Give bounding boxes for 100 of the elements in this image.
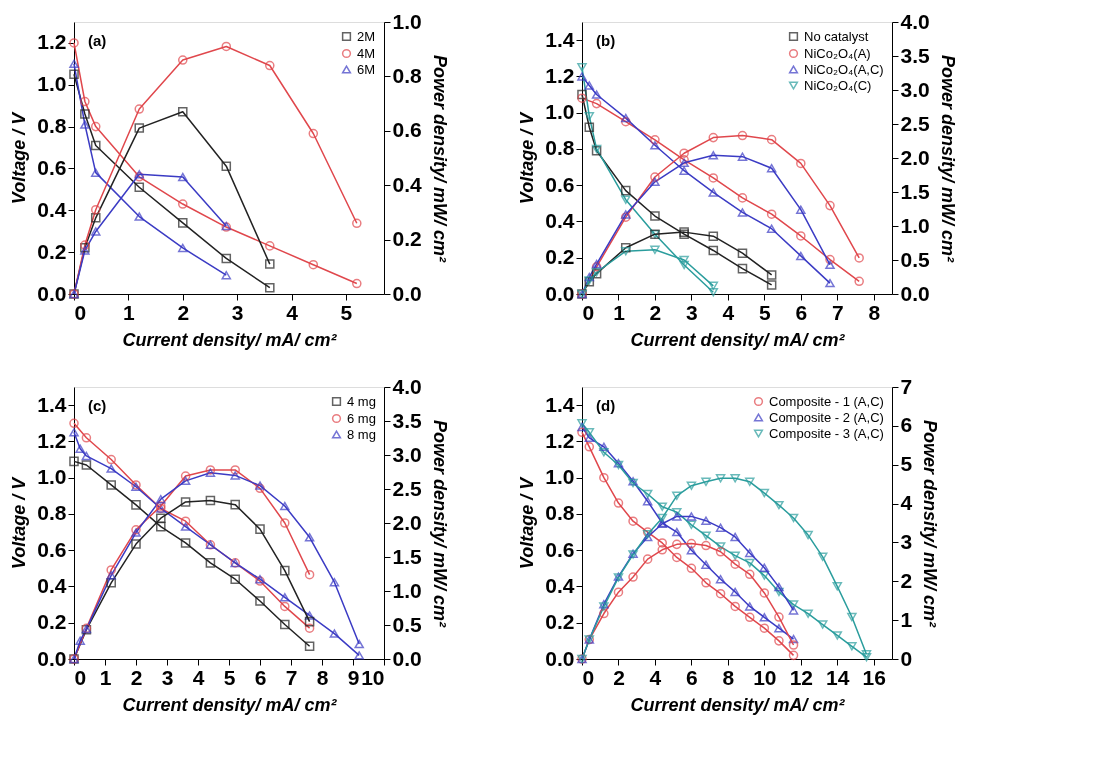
point	[708, 151, 719, 160]
y2-tick-label: 5	[900, 452, 913, 476]
legend-label: Composite - 2 (A,C)	[769, 409, 884, 425]
y2-tick-label: 1	[900, 607, 913, 631]
point	[230, 499, 240, 510]
point	[766, 224, 777, 233]
point	[796, 205, 806, 214]
point	[613, 498, 624, 508]
point	[861, 652, 872, 662]
point	[715, 474, 726, 483]
point	[304, 641, 315, 652]
x-tick-label: 2	[177, 300, 190, 324]
y-tick-label: 0.8	[37, 114, 67, 138]
x-tick-label: 1	[613, 300, 626, 324]
x-tick-label: 2	[649, 300, 662, 324]
point	[759, 613, 770, 622]
point	[81, 451, 92, 461]
y-tick-label: 0.6	[545, 172, 575, 196]
point	[686, 512, 697, 521]
point	[715, 574, 726, 584]
x-tick-label: 12	[789, 665, 813, 689]
point	[847, 642, 857, 651]
point	[825, 278, 835, 288]
y2-tick-label: 1.0	[392, 9, 422, 33]
y-tick-label: 0.8	[545, 501, 575, 525]
annotation: (d)	[596, 397, 616, 414]
point	[686, 563, 697, 574]
point	[81, 460, 92, 470]
y-tick-label: 1.2	[545, 428, 575, 452]
point	[730, 551, 740, 560]
point	[620, 242, 631, 253]
point	[796, 158, 806, 169]
point	[657, 538, 668, 548]
point	[730, 474, 740, 483]
point	[796, 231, 806, 241]
point	[737, 152, 748, 161]
point	[131, 539, 141, 549]
point	[788, 606, 799, 615]
x-tick-label: 6	[795, 300, 808, 324]
legend-label: 2M	[357, 28, 376, 44]
point	[255, 596, 265, 606]
point	[817, 552, 828, 562]
y2-tick-label: 3.0	[900, 77, 930, 101]
point	[599, 472, 609, 483]
point	[80, 120, 90, 129]
point	[744, 548, 755, 558]
point	[156, 494, 166, 504]
point	[90, 121, 101, 132]
point	[715, 588, 726, 599]
point	[744, 612, 755, 623]
legend-label: No catalyst	[804, 28, 869, 44]
y-tick-label: 0.6	[545, 537, 575, 561]
legend-label: NiCo₂O₄(A)	[804, 45, 871, 61]
x-tick-label: 7	[285, 665, 298, 689]
point	[650, 135, 660, 145]
point	[205, 558, 216, 568]
point	[106, 565, 116, 575]
point	[304, 611, 315, 620]
point	[774, 587, 784, 597]
x-tick-label: 6	[254, 665, 267, 689]
point	[730, 601, 740, 612]
point	[134, 104, 145, 114]
point	[650, 172, 660, 182]
x-tick-label: 0	[582, 665, 595, 689]
point	[642, 554, 653, 564]
y2-tick-label: 0.5	[900, 247, 931, 271]
x-tick-label: 2	[130, 665, 143, 689]
point	[280, 565, 290, 576]
y2-tick-label: 2	[900, 568, 913, 592]
point	[584, 122, 595, 132]
x-tick-label: 4	[192, 665, 205, 689]
point	[75, 636, 85, 645]
point	[708, 132, 719, 143]
point	[774, 500, 784, 510]
y-tick-label: 0.8	[545, 136, 575, 160]
point	[177, 172, 188, 182]
y2-tick-label: 4.0	[392, 374, 422, 398]
point	[744, 569, 755, 580]
y-axis-title: Voltage / V	[9, 475, 30, 570]
y-tick-label: 1.2	[545, 63, 575, 87]
point	[80, 109, 90, 119]
point	[759, 623, 770, 633]
point	[106, 464, 116, 473]
point	[766, 163, 777, 173]
point	[308, 259, 319, 270]
x-tick-label: 8	[316, 665, 329, 689]
x-axis-title: Current density/ mA/ cm²	[630, 329, 846, 350]
y-tick-label: 1.2	[37, 30, 67, 54]
y2-tick-label: 7	[900, 374, 913, 398]
legend-label: 4M	[357, 45, 376, 61]
point	[280, 601, 290, 612]
point	[832, 631, 843, 640]
point	[308, 128, 319, 139]
point	[230, 574, 240, 584]
point	[230, 471, 240, 480]
legend-label: NiCo₂O₄(A,C)	[804, 61, 884, 77]
point	[599, 608, 609, 619]
point	[825, 200, 835, 211]
y2-tick-label: 3.5	[392, 408, 423, 432]
point	[701, 531, 711, 540]
